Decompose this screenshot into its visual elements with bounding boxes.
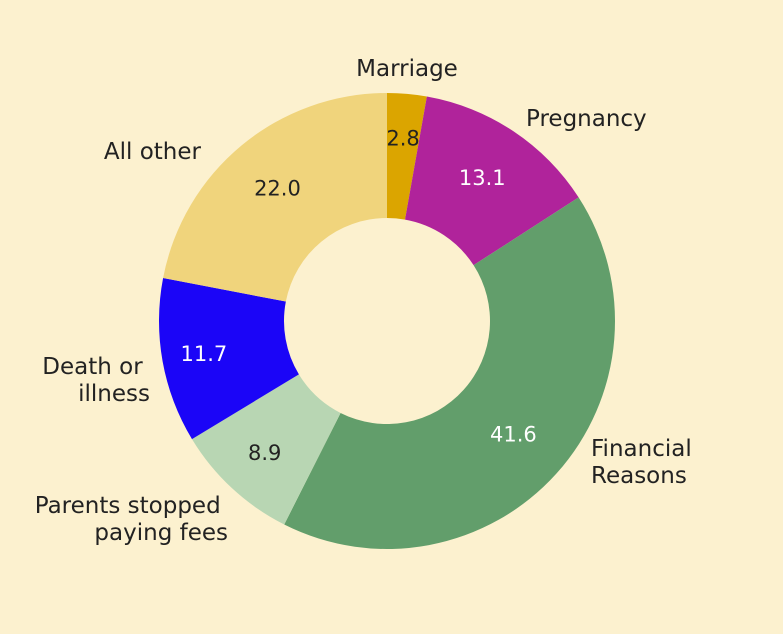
donut-slice-financial-reasons <box>284 197 615 550</box>
donut-slice-marriage <box>387 93 427 220</box>
value-labels: 2.8 13.1 41.6 8.9 11.7 22.0 <box>181 127 537 465</box>
category-label-parents-stopped-paying-fees: Parents stopped paying fees <box>35 493 228 546</box>
donut-slice-death-or-illness <box>159 277 299 440</box>
donut-slices <box>159 93 615 550</box>
value-label-all-other: 22.0 <box>254 176 301 200</box>
category-label-death-or-illness: Death or illness <box>42 354 150 407</box>
donut-slice-all-other <box>163 93 387 302</box>
donut-slice-parents-stopped-paying-fees <box>191 374 341 525</box>
value-label-financial-reasons: 41.6 <box>490 423 537 447</box>
category-labels: Marriage Pregnancy Financial Reasons Par… <box>35 56 699 546</box>
category-label-all-other: All other <box>104 139 202 165</box>
category-label-pregnancy: Pregnancy <box>526 106 647 132</box>
value-label-pregnancy: 13.1 <box>459 166 506 190</box>
donut-slice-pregnancy <box>405 96 579 266</box>
category-label-marriage: Marriage <box>356 56 458 82</box>
value-label-death-or-illness: 11.7 <box>181 342 228 366</box>
category-label-financial-reasons: Financial Reasons <box>591 436 699 489</box>
value-label-parents-stopped-paying-fees: 8.9 <box>248 441 281 465</box>
value-label-marriage: 2.8 <box>386 127 419 151</box>
